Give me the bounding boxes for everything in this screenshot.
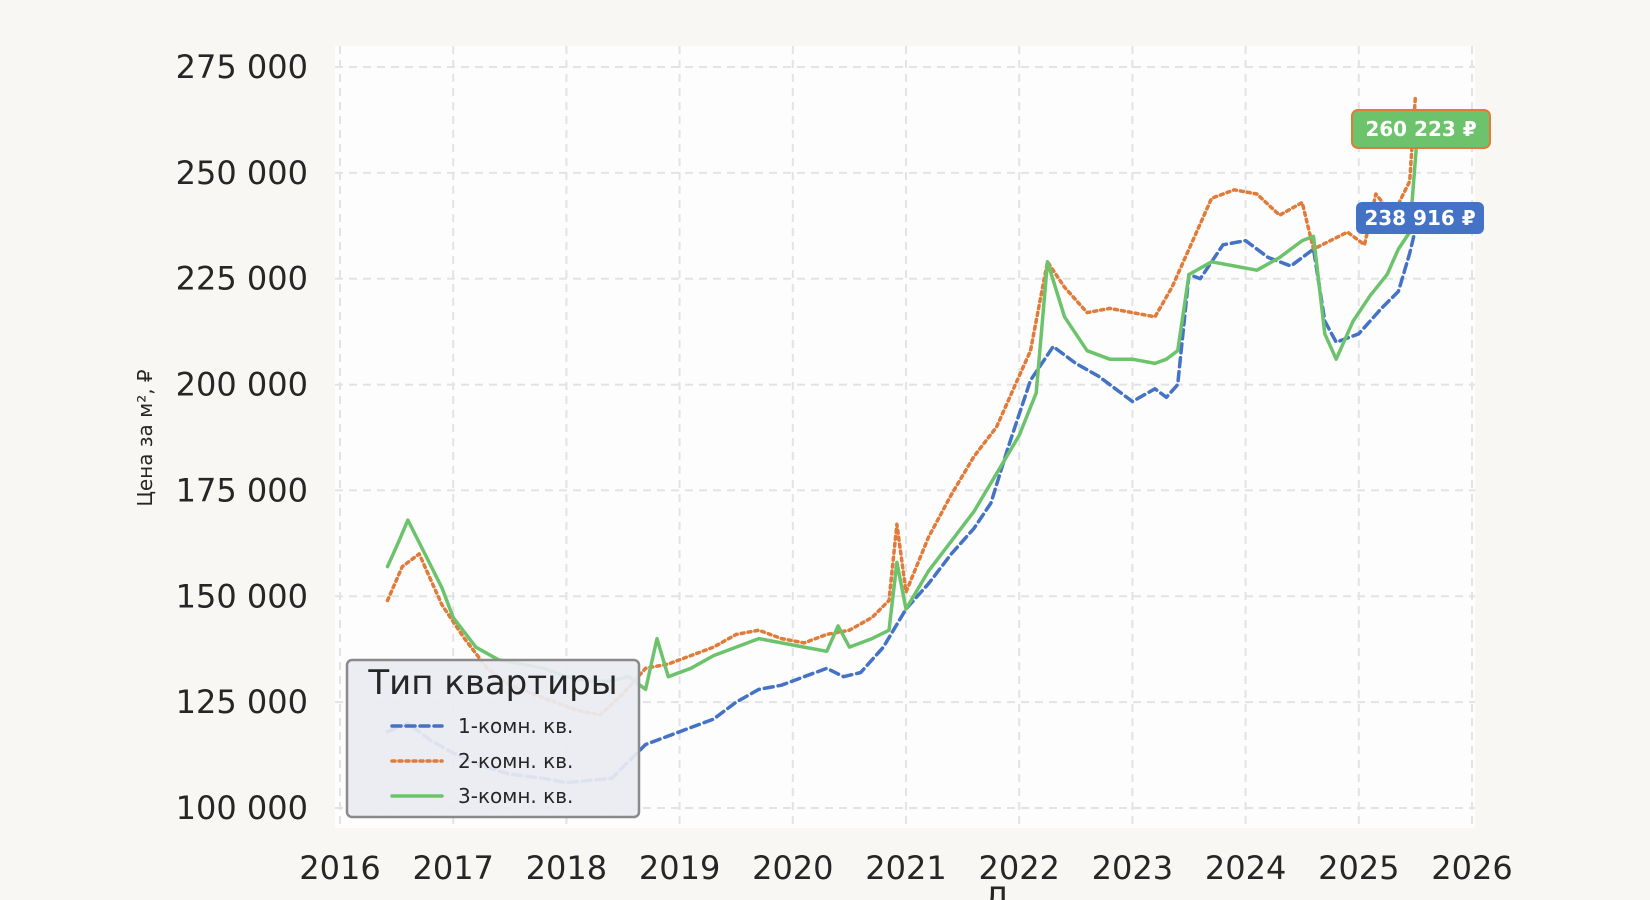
y-tick-label: 150 000 (176, 577, 308, 615)
x-tick-label: 2018 (526, 849, 607, 887)
x-tick-label: 2024 (1205, 849, 1286, 887)
value-badge-bg (1351, 109, 1491, 149)
y-tick-label: 250 000 (176, 154, 308, 192)
value-badge-label: 238 916 ₽ (1364, 206, 1475, 230)
legend-box (345, 658, 641, 819)
y-tick-label: 100 000 (176, 789, 308, 827)
x-tick-label: 2020 (752, 849, 833, 887)
x-tick-label: 2025 (1318, 849, 1399, 887)
legend-title: Тип квартиры (367, 663, 617, 703)
x-tick-label: 2017 (412, 849, 493, 887)
y-tick-label: 125 000 (176, 683, 308, 721)
x-tick-label: 2026 (1431, 849, 1512, 887)
y-tick-label: 175 000 (176, 471, 308, 509)
x-tick-label: 2016 (299, 849, 380, 887)
y-axis-label: Цена за м², ₽ (133, 369, 157, 507)
x-axis-label: Д (984, 880, 1009, 900)
x-tick-label: 2021 (865, 849, 946, 887)
legend-label-3: 3-комн. кв. (458, 784, 573, 808)
value-badge-label: 260 223 ₽ (1365, 117, 1476, 141)
value-badge-bg (1356, 202, 1484, 234)
legend-label-2: 2-комн. кв. (458, 749, 573, 773)
value-badge: 260 223 ₽ (1351, 109, 1491, 149)
x-tick-label: 2023 (1092, 849, 1173, 887)
x-tick-label: 2022 (978, 849, 1059, 887)
legend: Тип квартиры 1-комн. кв. 2-комн. кв. 3-комн… (345, 658, 641, 819)
y-tick-label: 225 000 (176, 260, 308, 298)
x-tick-label: 2019 (639, 849, 720, 887)
legend-label-1: 1-комн. кв. (458, 714, 573, 738)
y-tick-label: 275 000 (176, 48, 308, 86)
y-tick-label: 200 000 (176, 366, 308, 404)
value-badge: 238 916 ₽ (1356, 202, 1484, 234)
